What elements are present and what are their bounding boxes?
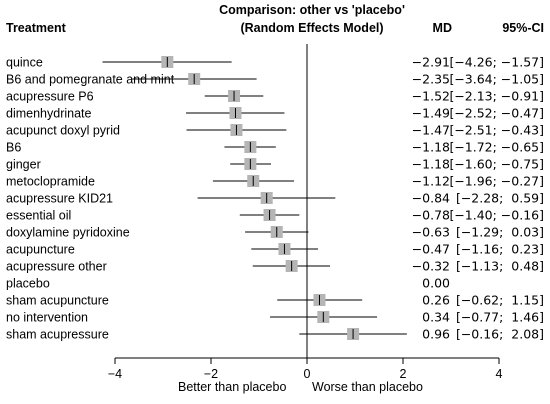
plot-area: quince −2.91 [−4.26; −1.57] B6 and pomegran…	[6, 44, 544, 381]
x-axis-label-left: Better than placebo	[178, 380, 286, 394]
md-value: 0.00	[422, 276, 450, 291]
md-value: −1.12	[412, 174, 450, 189]
x-tick-label: −2	[204, 367, 218, 381]
ci-value: [−1.13; 0.48]	[456, 259, 544, 274]
x-tick-label: 4	[496, 367, 503, 381]
treatment-label: B6	[6, 141, 21, 155]
md-value: −0.47	[412, 242, 450, 257]
treatment-label: no intervention	[6, 311, 88, 325]
x-axis-label-right: Worse than placebo	[312, 380, 423, 394]
treatment-label: quince	[6, 56, 43, 70]
column-header-md: MD	[433, 21, 452, 35]
x-tick-label: 0	[304, 367, 311, 381]
md-value: −0.78	[412, 208, 450, 223]
ci-value: [−2.51; −0.43]	[449, 123, 544, 138]
treatment-label: essential oil	[6, 209, 71, 223]
ci-value: [−1.72; −0.65]	[449, 140, 544, 155]
x-tick-label: 2	[400, 367, 407, 381]
md-value: −1.18	[412, 140, 450, 155]
treatment-label: metoclopramide	[6, 175, 95, 189]
x-tick-label: −4	[108, 367, 122, 381]
treatment-label: ginger	[6, 158, 41, 172]
md-value: −0.84	[412, 191, 450, 206]
ci-value: [−1.16; 0.23]	[456, 242, 544, 257]
ci-value: [−1.29; 0.03]	[456, 225, 544, 240]
treatment-label: B6 and pomegranate and mint	[6, 73, 175, 87]
ci-value: [−1.40; −0.16]	[449, 208, 544, 223]
treatment-label: sham acupressure	[6, 328, 109, 342]
md-value: −1.49	[412, 106, 450, 121]
treatment-label: sham acupuncture	[6, 294, 109, 308]
ci-value: [−1.96; −0.27]	[449, 174, 544, 189]
md-value: −1.47	[412, 123, 450, 138]
treatment-label: acupuncture	[6, 243, 75, 257]
ci-value: [−2.28; 0.59]	[456, 191, 544, 206]
column-header-ci: 95%-CI	[502, 21, 544, 35]
treatment-label: acupressure P6	[6, 90, 94, 104]
column-header-treatment: Treatment	[6, 21, 67, 35]
md-value: 0.96	[422, 327, 450, 342]
treatment-label: acupressure other	[6, 260, 107, 274]
md-value: 0.34	[422, 310, 450, 325]
md-value: −1.18	[412, 157, 450, 172]
chart-title-line1: Comparison: other vs 'placebo'	[219, 3, 405, 17]
ci-value: [−0.62; 1.15]	[456, 293, 544, 308]
ci-value: [−4.26; −1.57]	[449, 55, 544, 70]
treatment-label: dimenhydrinate	[6, 107, 92, 121]
treatment-label: acupunct doxyl pyrid	[6, 124, 120, 138]
md-value: −1.52	[412, 89, 450, 104]
ci-value: [−2.52; −0.47]	[449, 106, 544, 121]
treatment-label: doxylamine pyridoxine	[6, 226, 130, 240]
ci-value: [−3.64; −1.05]	[449, 72, 544, 87]
ci-value: [−2.13; −0.91]	[449, 89, 544, 104]
md-value: −2.91	[412, 55, 450, 70]
ci-value: [−0.16; 2.08]	[456, 327, 544, 342]
treatment-label: placebo	[6, 277, 50, 291]
treatment-label: acupressure KID21	[6, 192, 113, 206]
ci-value: [−0.77; 1.46]	[456, 310, 544, 325]
md-value: 0.26	[422, 293, 450, 308]
ci-value: [−1.60; −0.75]	[449, 157, 544, 172]
md-value: −0.32	[412, 259, 450, 274]
md-value: −2.35	[412, 72, 450, 87]
chart-title-line2: (Random Effects Model)	[240, 21, 383, 35]
md-value: −0.63	[412, 225, 450, 240]
